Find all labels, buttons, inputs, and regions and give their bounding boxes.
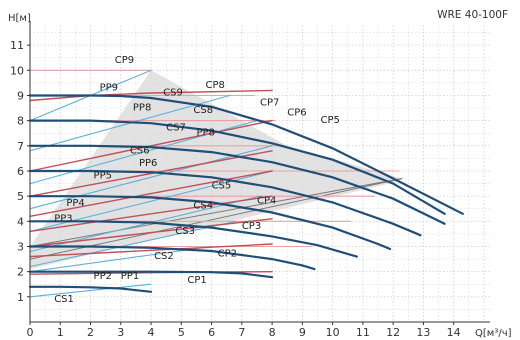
- curve-label-cs8: CS8: [193, 105, 213, 116]
- curve-label-cs9: CS9: [163, 87, 183, 98]
- curve-label-cp8: CP8: [206, 80, 225, 91]
- x-tick-label: 14: [447, 326, 461, 339]
- x-tick-label: 3: [117, 326, 124, 339]
- curve-label-pp1: PP1: [121, 271, 139, 282]
- cs3-cs-line: [29, 220, 237, 268]
- y-tick-label: 1: [17, 291, 24, 304]
- pump-curve: [28, 285, 153, 293]
- x-tick-label: 6: [208, 326, 215, 339]
- pp3-pp-line: [29, 218, 273, 248]
- series-labels: CP9 CP8 CP7 CP6 CP5 CP4 CP3 CP2 CP1 PP9 PP8 PP8 PP6 P…: [54, 55, 340, 305]
- operating-region-area: [30, 70, 403, 270]
- x-tick-label: 0: [27, 326, 34, 339]
- chart-title: WRE 40-100F: [437, 9, 508, 21]
- curve-label-cs4: CS4: [193, 201, 213, 212]
- y-tick-label: 7: [17, 140, 24, 153]
- curve-label-cs2: CS2: [154, 251, 174, 262]
- curve-label-pp6: PP6: [139, 158, 157, 169]
- series-group: [28, 69, 464, 298]
- curve-label-pp3: PP3: [54, 213, 72, 224]
- pp6-pp-line: [29, 150, 273, 197]
- x-tick-label: 2: [87, 326, 94, 339]
- pp5-pp-line: [29, 170, 273, 217]
- pp4-pp-line: [29, 195, 273, 233]
- cs1-cs-line: [29, 283, 152, 298]
- curve-label-cp6: CP6: [287, 108, 306, 119]
- curve-label-pp9: PP9: [100, 82, 118, 93]
- y-tick-label: 10: [10, 64, 24, 77]
- x-tick-label: 7: [238, 326, 245, 339]
- pump-curve: [28, 270, 274, 279]
- x-tick-label: 1: [57, 326, 64, 339]
- curve-label-cp3: CP3: [242, 221, 261, 232]
- curve-label-pp2: PP2: [94, 271, 112, 282]
- pump-curve: [28, 245, 316, 271]
- operating-region: [30, 70, 403, 270]
- y-tick-label: 11: [10, 39, 24, 52]
- curve-label-cs1: CS1: [54, 294, 74, 305]
- x-tick-label: 10: [326, 326, 340, 339]
- curve-label-cs6: CS6: [130, 145, 150, 156]
- curve-label-cp1: CP1: [187, 275, 206, 286]
- x-axis-label: Q[м³/ч]: [475, 328, 512, 339]
- pp8-pp-line: [29, 119, 273, 172]
- pump-curve: [28, 220, 358, 258]
- pump-curve: [28, 119, 446, 215]
- curve-label-cp9: CP9: [115, 55, 134, 66]
- y-axis-label: H[м]: [8, 13, 31, 24]
- curve-label-cp4: CP4: [257, 196, 276, 207]
- x-tick-label: 11: [356, 326, 370, 339]
- curve-label-cs5: CS5: [212, 181, 232, 192]
- curve-label-pp5: PP5: [94, 171, 112, 182]
- x-tick-label: 4: [148, 326, 155, 339]
- curve-label-pp8: PP8: [196, 128, 214, 139]
- y-tick-label: 6: [17, 165, 24, 178]
- y-tick-label: 5: [17, 190, 24, 203]
- pump-curve: [28, 169, 422, 237]
- x-tick-label: 13: [416, 326, 430, 339]
- curve-label-cs3: CS3: [175, 226, 195, 237]
- x-tick-label: 5: [178, 326, 185, 339]
- pp9-pp-line: [29, 89, 273, 102]
- y-tick-label: 3: [17, 240, 24, 253]
- pump-curve: [28, 94, 464, 215]
- pump-curve: [28, 195, 392, 251]
- curve-label-cp5: CP5: [321, 115, 340, 126]
- y-tick-label: 9: [17, 89, 24, 102]
- pp2-pp-line: [29, 243, 273, 258]
- cs2-cs-line: [29, 245, 213, 273]
- curve-label-cs7: CS7: [166, 123, 186, 134]
- pump-curve: [28, 144, 446, 225]
- x-tick-label: 12: [386, 326, 400, 339]
- y-tick-label: 8: [17, 115, 24, 128]
- curve-label-pp8: PP8: [133, 103, 151, 114]
- curve-label-cp2: CP2: [218, 249, 237, 260]
- x-tick-label: 8: [269, 326, 276, 339]
- curve-label-cp7: CP7: [260, 98, 279, 109]
- reference-line: [29, 178, 403, 247]
- x-tick-label: 9: [299, 326, 306, 339]
- y-tick-label: 2: [17, 266, 24, 279]
- curve-label-pp4: PP4: [66, 198, 84, 209]
- y-tick-label: 4: [17, 215, 24, 228]
